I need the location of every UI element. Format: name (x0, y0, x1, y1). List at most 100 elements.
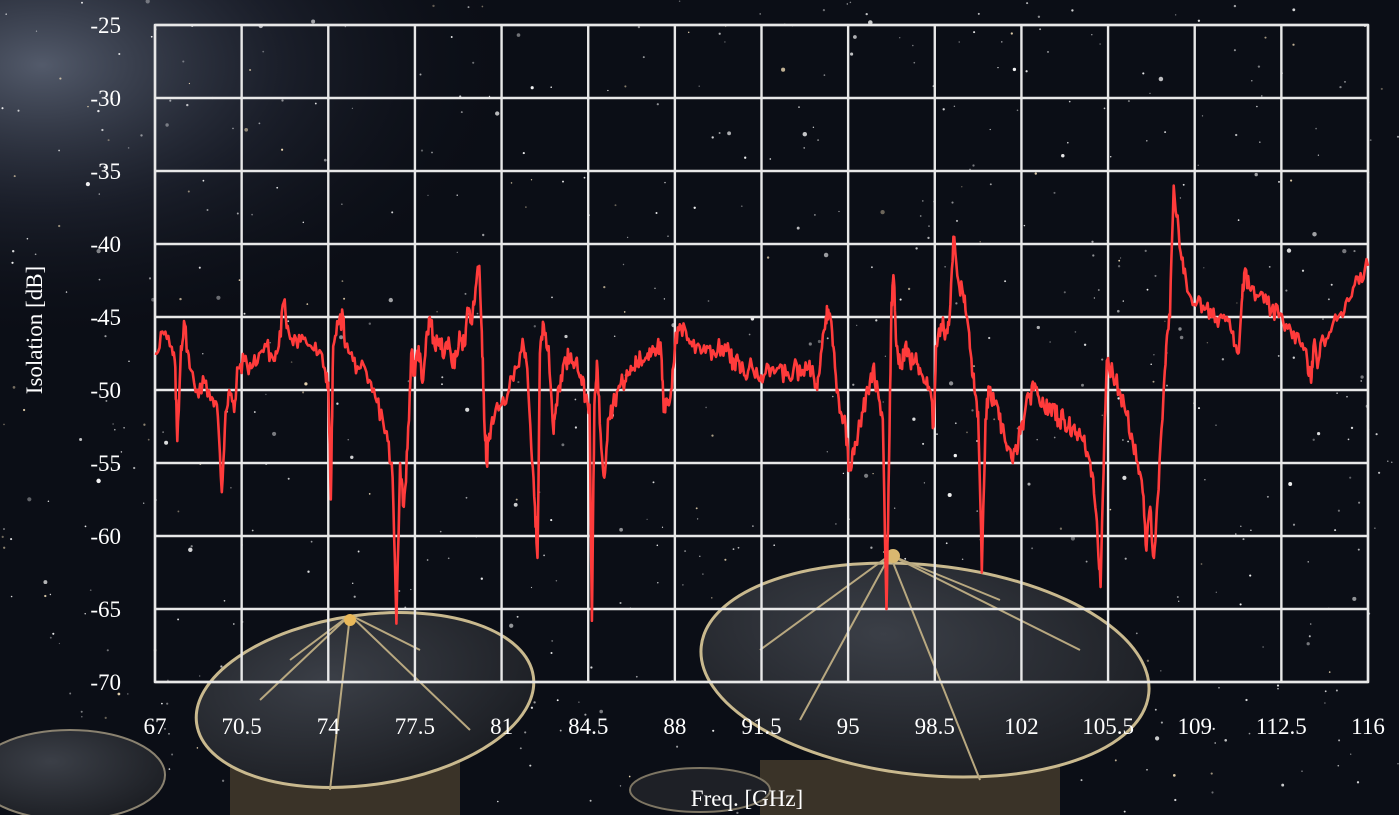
star (509, 623, 514, 628)
star (488, 95, 491, 98)
star (58, 224, 61, 228)
star (341, 203, 343, 205)
star (973, 31, 976, 34)
star (817, 139, 820, 142)
star (272, 431, 277, 436)
star (1218, 686, 1220, 689)
star (1026, 2, 1029, 5)
chart-grid (153, 23, 1370, 684)
star (150, 35, 153, 38)
star (1327, 298, 1330, 301)
star (682, 584, 684, 586)
star (1146, 768, 1148, 771)
star (1309, 623, 1312, 625)
star (398, 590, 401, 592)
star (1154, 708, 1157, 711)
star (1146, 140, 1148, 142)
x-tick-label: 102 (1004, 714, 1039, 739)
star (1240, 525, 1242, 527)
star (718, 32, 721, 35)
star (1047, 50, 1049, 53)
star (663, 298, 666, 300)
star (954, 422, 957, 425)
star (823, 74, 826, 76)
star (97, 319, 100, 323)
star (543, 554, 545, 557)
star (561, 443, 565, 447)
star (564, 334, 568, 339)
star (1101, 358, 1104, 361)
star (290, 361, 293, 363)
star (823, 252, 829, 258)
star (35, 30, 38, 32)
star (1010, 32, 1013, 35)
star (997, 66, 999, 69)
star (177, 618, 180, 621)
star (1203, 267, 1205, 269)
star (718, 132, 721, 134)
star (865, 12, 868, 16)
star (1212, 727, 1215, 731)
star (667, 235, 669, 238)
star (431, 151, 433, 154)
star (1236, 302, 1238, 304)
star (1091, 240, 1094, 243)
star (516, 33, 521, 37)
star (1278, 180, 1280, 183)
star (961, 186, 963, 188)
star (530, 179, 533, 181)
star (480, 577, 483, 580)
star (1164, 320, 1166, 323)
star (955, 302, 958, 305)
star (1149, 92, 1151, 95)
star (351, 107, 353, 109)
star (1242, 538, 1245, 541)
star (79, 437, 83, 442)
y-tick-label: -25 (90, 13, 121, 38)
star (1349, 476, 1352, 479)
star (89, 589, 92, 592)
star (177, 510, 180, 513)
star (114, 428, 116, 431)
star (1135, 632, 1138, 635)
star (188, 82, 191, 85)
star (481, 5, 484, 8)
star (1266, 495, 1269, 498)
star (882, 401, 884, 403)
star (1070, 536, 1075, 541)
star (1150, 363, 1152, 365)
star (781, 67, 786, 72)
star (923, 482, 926, 484)
star (251, 213, 253, 216)
star (357, 550, 360, 553)
star (1124, 557, 1127, 560)
star (619, 601, 622, 605)
star (626, 236, 629, 239)
star (1204, 479, 1206, 481)
star (748, 333, 751, 336)
star (1049, 341, 1051, 343)
star (904, 557, 907, 560)
star (1360, 375, 1364, 379)
star (607, 89, 609, 92)
star (236, 212, 239, 215)
star (495, 111, 500, 116)
star (1353, 250, 1356, 253)
star (1290, 179, 1293, 182)
star (864, 473, 869, 478)
star (1144, 249, 1147, 253)
star (516, 615, 519, 618)
star (190, 545, 193, 548)
star (1039, 28, 1042, 31)
star (894, 507, 896, 509)
star (221, 779, 225, 782)
star (1233, 49, 1236, 52)
star (84, 612, 86, 615)
y-tick-label: -45 (90, 305, 121, 330)
star (724, 41, 726, 43)
star (198, 266, 201, 269)
star (1336, 392, 1338, 395)
antenna-dish-right (629, 549, 1151, 815)
star (1292, 8, 1296, 12)
